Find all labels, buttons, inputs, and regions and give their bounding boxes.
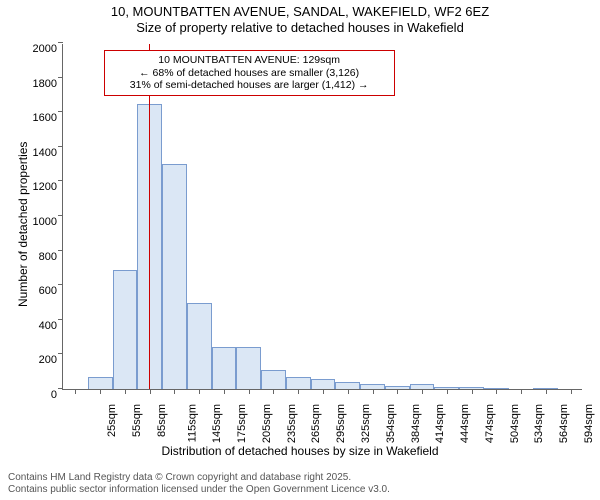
x-tick-label: 175sqm bbox=[236, 404, 248, 443]
y-tick-label: 0 bbox=[17, 389, 63, 401]
x-tick-label: 564sqm bbox=[558, 404, 570, 443]
x-tick-label: 25sqm bbox=[106, 404, 118, 437]
x-tick-label: 414sqm bbox=[434, 404, 446, 443]
x-tick-mark bbox=[397, 389, 398, 394]
histogram-bar bbox=[212, 347, 237, 389]
title-line-1: 10, MOUNTBATTEN AVENUE, SANDAL, WAKEFIEL… bbox=[0, 4, 600, 20]
x-axis-label: Distribution of detached houses by size … bbox=[0, 444, 600, 458]
x-tick-mark bbox=[521, 389, 522, 394]
x-tick-mark bbox=[298, 389, 299, 394]
histogram-bar bbox=[261, 370, 286, 389]
x-tick-mark bbox=[150, 389, 151, 394]
y-tick-mark bbox=[58, 146, 63, 147]
y-tick-mark bbox=[58, 77, 63, 78]
x-tick-mark bbox=[571, 389, 572, 394]
y-tick-mark bbox=[58, 111, 63, 112]
annotation-line: 31% of semi-detached houses are larger (… bbox=[111, 79, 388, 92]
x-tick-label: 85sqm bbox=[156, 404, 168, 437]
x-tick-mark bbox=[546, 389, 547, 394]
annotation-line: ← 68% of detached houses are smaller (3,… bbox=[111, 67, 388, 80]
title-line-2: Size of property relative to detached ho… bbox=[0, 20, 600, 36]
x-tick-label: 444sqm bbox=[459, 404, 471, 443]
chart-container: 10, MOUNTBATTEN AVENUE, SANDAL, WAKEFIEL… bbox=[0, 0, 600, 500]
y-tick-label: 1600 bbox=[17, 112, 63, 124]
x-tick-label: 115sqm bbox=[186, 404, 198, 442]
histogram-bar bbox=[162, 164, 187, 389]
y-tick-label: 200 bbox=[17, 354, 63, 366]
y-tick-mark bbox=[58, 215, 63, 216]
y-tick-label: 2000 bbox=[17, 43, 63, 55]
x-tick-mark bbox=[75, 389, 76, 394]
histogram-bar bbox=[335, 382, 360, 389]
x-tick-mark bbox=[472, 389, 473, 394]
histogram-bar bbox=[88, 377, 113, 389]
histogram-bar bbox=[187, 303, 212, 390]
x-tick-mark bbox=[174, 389, 175, 394]
x-tick-mark bbox=[422, 389, 423, 394]
x-tick-mark bbox=[199, 389, 200, 394]
x-tick-label: 354sqm bbox=[385, 404, 397, 443]
x-tick-label: 205sqm bbox=[261, 404, 273, 443]
x-tick-label: 325sqm bbox=[360, 404, 372, 443]
y-axis-label: Number of detached properties bbox=[16, 142, 30, 307]
footer-line-2: Contains public sector information licen… bbox=[8, 484, 390, 496]
x-tick-mark bbox=[100, 389, 101, 394]
x-tick-label: 55sqm bbox=[131, 404, 143, 437]
x-tick-label: 384sqm bbox=[410, 404, 422, 443]
footer-attribution: Contains HM Land Registry data © Crown c… bbox=[8, 472, 390, 496]
x-tick-mark bbox=[496, 389, 497, 394]
x-tick-label: 235sqm bbox=[286, 404, 298, 443]
histogram-bar bbox=[113, 270, 138, 389]
x-tick-mark bbox=[273, 389, 274, 394]
y-tick-label: 400 bbox=[17, 320, 63, 332]
x-tick-label: 594sqm bbox=[583, 404, 595, 443]
x-tick-label: 145sqm bbox=[212, 404, 224, 443]
y-tick-mark bbox=[58, 42, 63, 43]
x-tick-mark bbox=[224, 389, 225, 394]
y-tick-label: 1800 bbox=[17, 78, 63, 90]
x-tick-label: 295sqm bbox=[335, 404, 347, 443]
chart-title: 10, MOUNTBATTEN AVENUE, SANDAL, WAKEFIEL… bbox=[0, 0, 600, 37]
y-tick-mark bbox=[58, 180, 63, 181]
x-tick-label: 534sqm bbox=[533, 404, 545, 443]
y-tick-mark bbox=[58, 353, 63, 354]
histogram-bar bbox=[236, 347, 261, 389]
x-tick-mark bbox=[373, 389, 374, 394]
x-tick-mark bbox=[249, 389, 250, 394]
y-tick-mark bbox=[58, 319, 63, 320]
histogram-bar bbox=[286, 377, 311, 389]
annotation-line: 10 MOUNTBATTEN AVENUE: 129sqm bbox=[111, 54, 388, 67]
annotation-box: 10 MOUNTBATTEN AVENUE: 129sqm← 68% of de… bbox=[104, 50, 395, 96]
y-tick-mark bbox=[58, 250, 63, 251]
x-tick-label: 504sqm bbox=[509, 404, 521, 443]
x-tick-mark bbox=[447, 389, 448, 394]
x-tick-label: 474sqm bbox=[484, 404, 496, 443]
x-tick-mark bbox=[323, 389, 324, 394]
y-tick-mark bbox=[58, 284, 63, 285]
histogram-bar bbox=[311, 379, 336, 389]
footer-line-1: Contains HM Land Registry data © Crown c… bbox=[8, 472, 390, 484]
x-tick-mark bbox=[125, 389, 126, 394]
plot-area: 020040060080010001200140016001800200025s… bbox=[62, 44, 582, 390]
y-tick-mark bbox=[58, 388, 63, 389]
x-tick-mark bbox=[348, 389, 349, 394]
x-tick-label: 265sqm bbox=[311, 404, 323, 443]
